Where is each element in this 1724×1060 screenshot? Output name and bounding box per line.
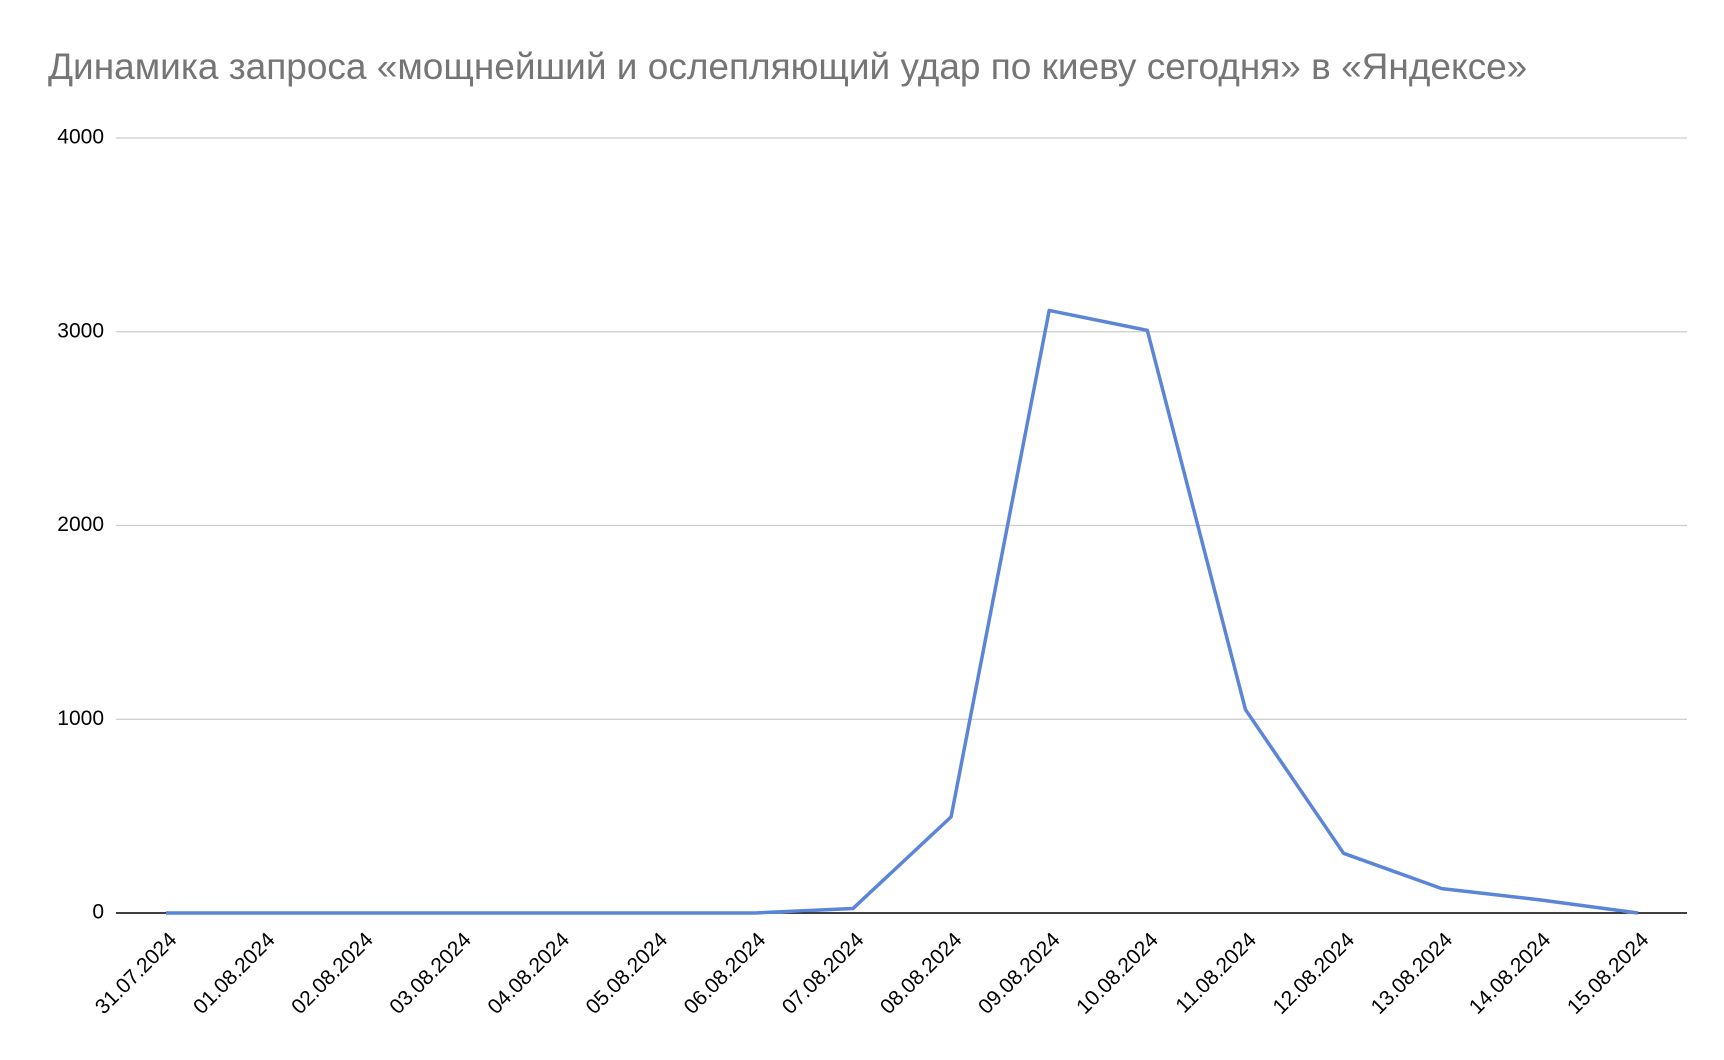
- x-tick-label: 15.08.2024: [1563, 928, 1654, 1019]
- x-tick-label: 13.08.2024: [1367, 928, 1458, 1019]
- x-tick-label: 03.08.2024: [385, 928, 476, 1019]
- x-tick-label: 31.07.2024: [91, 928, 182, 1019]
- data-line: [166, 308, 1639, 915]
- x-tick-label: 11.08.2024: [1171, 928, 1261, 1018]
- x-tick-label: 04.08.2024: [483, 928, 574, 1019]
- y-tick-label: 2000: [57, 513, 104, 536]
- x-tick-label: 08.08.2024: [876, 928, 967, 1019]
- chart-title: Динамика запроса «мощнейший и ослепляющи…: [48, 46, 1527, 87]
- x-tick-label: 06.08.2024: [680, 928, 771, 1019]
- x-tick-label: 01.08.2024: [189, 928, 280, 1019]
- y-tick-label: 0: [92, 901, 104, 924]
- x-tick-label: 09.08.2024: [974, 928, 1065, 1019]
- x-tick-label: 10.08.2024: [1072, 928, 1163, 1019]
- y-tick-label: 1000: [57, 707, 104, 730]
- y-tick-label: 4000: [57, 126, 104, 149]
- x-tick-label: 07.08.2024: [778, 928, 869, 1019]
- x-tick-label: 14.08.2024: [1465, 928, 1556, 1019]
- x-tick-label: 12.08.2024: [1268, 928, 1359, 1019]
- y-tick-label: 3000: [57, 319, 104, 342]
- x-tick-label: 05.08.2024: [582, 928, 673, 1019]
- x-tick-label: 02.08.2024: [287, 928, 378, 1019]
